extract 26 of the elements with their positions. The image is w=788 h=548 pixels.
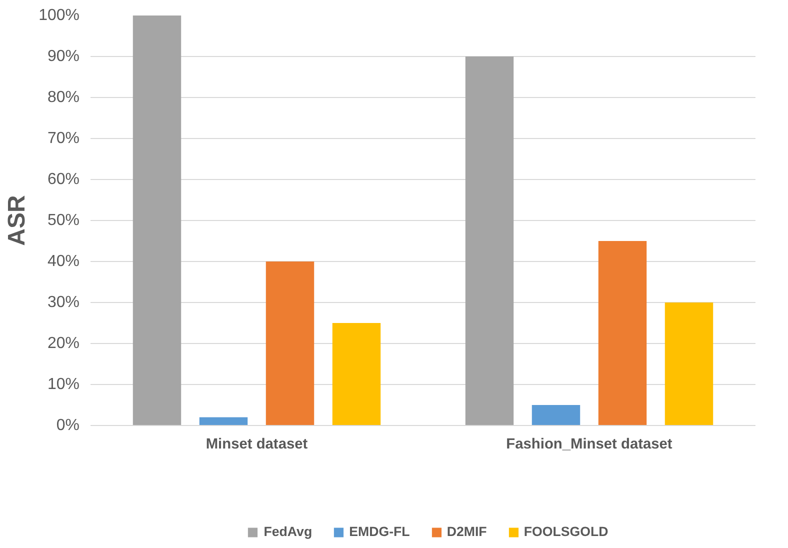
legend-label: FedAvg	[264, 524, 312, 539]
legend-label: EMDG-FL	[349, 524, 410, 539]
y-tick-label: 50%	[47, 212, 80, 229]
legend-label: D2MIF	[446, 524, 487, 539]
bar	[266, 262, 314, 426]
y-tick-label: 30%	[47, 294, 80, 311]
y-tick-label: 90%	[47, 48, 80, 65]
legend-label: FOOLSGOLD	[524, 524, 608, 539]
x-tick-label: Minset dataset	[206, 436, 308, 452]
y-tick-label: 60%	[47, 171, 80, 188]
bar	[132, 16, 182, 426]
y-axis-title: ASR	[4, 195, 31, 246]
y-tick-label: 80%	[47, 89, 80, 106]
y-tick-label: 20%	[47, 335, 80, 352]
bar	[532, 405, 580, 426]
y-tick-label: 10%	[47, 376, 80, 393]
y-tick-label: 70%	[47, 130, 80, 147]
y-tick-label: 100%	[38, 7, 80, 24]
bar	[664, 302, 714, 426]
bar	[332, 323, 381, 426]
bar	[598, 241, 647, 426]
bar	[199, 417, 248, 426]
bar	[465, 56, 514, 426]
y-tick-label: 40%	[47, 253, 80, 270]
x-tick-label: Fashion_Minset dataset	[506, 436, 672, 452]
y-tick-label: 0%	[56, 417, 80, 434]
